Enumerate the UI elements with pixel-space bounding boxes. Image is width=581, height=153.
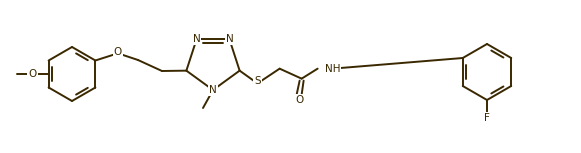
Text: N: N <box>209 85 217 95</box>
Text: NH: NH <box>325 64 340 74</box>
Text: O: O <box>28 69 37 79</box>
Text: N: N <box>193 34 200 44</box>
Text: O: O <box>114 47 122 57</box>
Text: S: S <box>254 76 261 86</box>
Text: F: F <box>484 113 490 123</box>
Text: O: O <box>296 95 304 105</box>
Text: N: N <box>225 34 234 44</box>
